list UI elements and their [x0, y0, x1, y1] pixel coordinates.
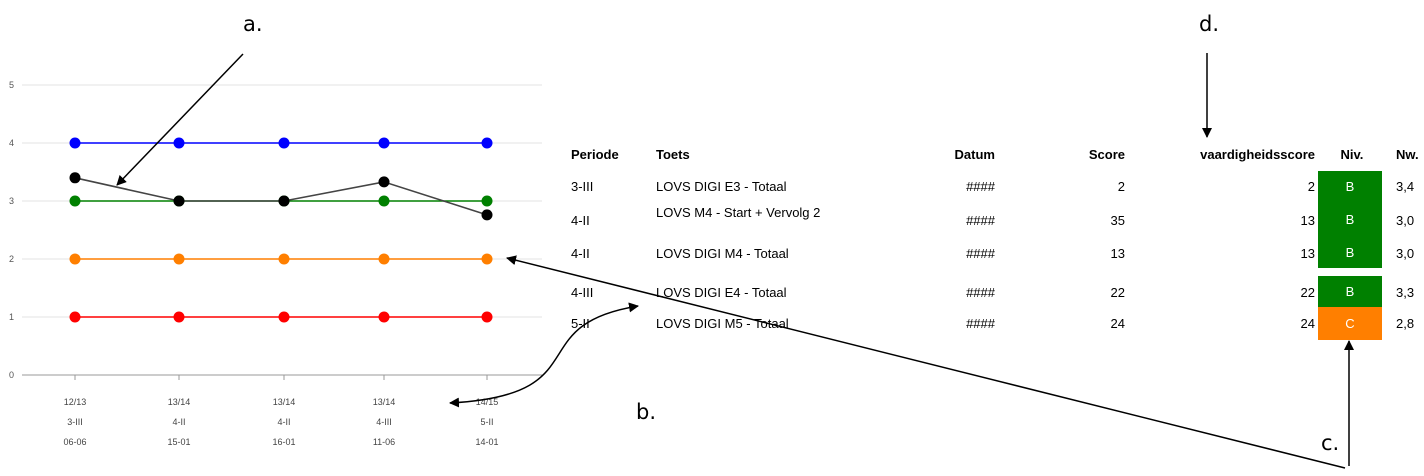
- chart-y-ticks: 0 1 2 3 4 5: [9, 80, 14, 380]
- cell-nw: 3,0: [1396, 213, 1415, 228]
- header-niv: Niv.: [1340, 147, 1364, 162]
- cell-vaardigheidsscore: 13: [1300, 246, 1315, 261]
- header-nw: Nw.: [1396, 147, 1419, 162]
- data-point: [481, 137, 493, 149]
- x-tick-label: 4-II: [277, 417, 290, 427]
- data-point: [278, 195, 290, 207]
- arrow-b: [449, 302, 639, 408]
- cell-vaardigheidsscore: 13: [1300, 213, 1315, 228]
- y-tick-label: 5: [9, 80, 14, 90]
- x-tick-label: 5-II: [480, 417, 493, 427]
- annotation-c: c.: [1321, 431, 1340, 455]
- cell-toets: LOVS M4 - Start + Vervolg 2: [656, 205, 821, 220]
- cell-datum: ####: [966, 316, 995, 331]
- cell-nw: 3,0: [1396, 246, 1415, 261]
- data-point: [69, 195, 81, 207]
- cell-vaardigheidsscore: 24: [1300, 316, 1315, 331]
- cell-periode: 4-II: [571, 213, 590, 228]
- x-tick-label: 16-01: [272, 437, 295, 447]
- data-point: [378, 176, 390, 188]
- data-point: [378, 253, 390, 265]
- data-point: [481, 311, 493, 323]
- data-point: [378, 195, 390, 207]
- data-point: [278, 311, 290, 323]
- header-toets: Toets: [656, 147, 690, 162]
- data-point: [378, 137, 390, 149]
- x-tick-label: 15-01: [167, 437, 190, 447]
- data-point: [69, 253, 81, 265]
- annotation-arrows: [116, 53, 1354, 469]
- data-point: [278, 253, 290, 265]
- data-point: [173, 195, 185, 207]
- arrow-long: [506, 255, 1346, 469]
- x-tick-label: 06-06: [63, 437, 86, 447]
- series-line: [74, 177, 488, 216]
- y-tick-label: 3: [9, 196, 14, 206]
- cell-score: 13: [1110, 246, 1125, 261]
- cell-periode: 4-III: [571, 285, 594, 300]
- niv-cell: B: [1318, 276, 1382, 307]
- data-point: [278, 137, 290, 149]
- x-tick-label: 13/14: [373, 397, 396, 407]
- cell-vaardigheidsscore: 22: [1300, 285, 1315, 300]
- x-tick-label: 4-II: [172, 417, 185, 427]
- cell-datum: ####: [966, 213, 995, 228]
- header-vaardigheidsscore: vaardigheidsscore: [1200, 147, 1315, 162]
- data-point: [69, 137, 81, 149]
- cell-vaardigheidsscore: 2: [1307, 179, 1315, 194]
- cell-score: 35: [1110, 213, 1125, 228]
- cell-score: 24: [1110, 316, 1125, 331]
- data-point: [378, 311, 390, 323]
- x-tick-label: 4-III: [376, 417, 392, 427]
- cell-toets: LOVS DIGI E4 - Totaal: [656, 285, 787, 300]
- header-score: Score: [1088, 147, 1125, 162]
- y-tick-label: 0: [9, 370, 14, 380]
- cell-datum: ####: [966, 179, 995, 194]
- y-tick-label: 4: [9, 138, 14, 148]
- x-tick-label: 13/14: [168, 397, 191, 407]
- cell-nw: 2,8: [1396, 316, 1415, 331]
- cell-toets: LOVS DIGI M5 - Totaal: [656, 316, 789, 331]
- arrow-a: [116, 53, 244, 186]
- cell-datum: ####: [966, 285, 995, 300]
- data-point: [173, 137, 185, 149]
- cell-nw: 3,3: [1396, 285, 1415, 300]
- x-tick-label: 14-01: [475, 437, 498, 447]
- niv-cell: B: [1318, 202, 1382, 237]
- cell-periode: 3-III: [571, 179, 594, 194]
- data-point: [173, 311, 185, 323]
- chart-series: [69, 137, 493, 323]
- cell-nw: 3,4: [1396, 179, 1415, 194]
- data-point: [69, 172, 81, 184]
- y-tick-label: 2: [9, 254, 14, 264]
- x-tick-label: 3-III: [67, 417, 83, 427]
- niv-cell: B: [1318, 237, 1382, 268]
- cell-score: 22: [1110, 285, 1125, 300]
- data-point: [69, 311, 81, 323]
- chart-x-ticks: 12/13 3-III 06-06 13/14 4-II 15-01 13/14 4-II 16…: [63, 375, 499, 447]
- annotation-b: b.: [636, 400, 657, 424]
- cell-periode: 5-II: [571, 316, 590, 331]
- niv-cell: B: [1318, 171, 1382, 202]
- header-datum: Datum: [954, 147, 995, 162]
- cell-toets: LOVS DIGI E3 - Totaal: [656, 179, 787, 194]
- data-point: [173, 253, 185, 265]
- data-point: [481, 209, 493, 221]
- x-tick-label: 13/14: [273, 397, 296, 407]
- chart-gridlines: [22, 84, 542, 376]
- cell-toets: LOVS DIGI M4 - Totaal: [656, 246, 789, 261]
- annotation-a: a.: [243, 12, 263, 36]
- annotation-d: d.: [1199, 12, 1220, 36]
- cell-datum: ####: [966, 246, 995, 261]
- niv-cell: C: [1318, 307, 1382, 340]
- data-point: [481, 253, 493, 265]
- cell-score: 2: [1117, 179, 1125, 194]
- data-point: [481, 195, 493, 207]
- x-tick-label: 11-06: [373, 437, 395, 447]
- header-periode: Periode: [571, 147, 619, 162]
- y-tick-label: 1: [9, 312, 14, 322]
- x-tick-label: 12/13: [64, 397, 87, 407]
- cell-periode: 4-II: [571, 246, 590, 261]
